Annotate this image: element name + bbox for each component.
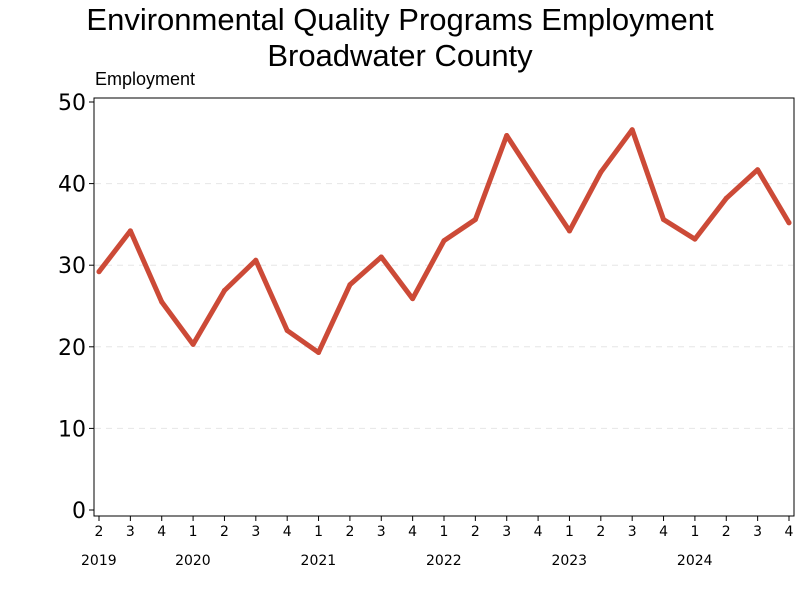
year-label: 2022 [426, 553, 462, 569]
data-point [159, 299, 165, 305]
data-point [692, 236, 698, 242]
y-axis-label: Employment [95, 69, 195, 89]
x-tick-label: 1 [314, 524, 323, 540]
data-point [410, 296, 416, 302]
data-point [441, 238, 447, 244]
x-tick-label: 3 [753, 524, 762, 540]
data-point [127, 228, 133, 234]
plot-frame [93, 97, 795, 517]
year-label: 2024 [677, 553, 713, 569]
data-point [316, 350, 322, 356]
y-tick-label: 40 [58, 173, 86, 198]
x-tick-label: 3 [251, 524, 260, 540]
x-tick-label: 4 [408, 524, 417, 540]
data-point [504, 132, 510, 138]
data-point [378, 254, 384, 260]
x-tick-label: 3 [126, 524, 135, 540]
y-tick-label: 30 [58, 254, 86, 279]
x-tick-label: 4 [283, 524, 292, 540]
y-tick-label: 50 [58, 91, 86, 116]
year-label: 2021 [301, 553, 337, 569]
x-tick-label: 1 [690, 524, 699, 540]
year-label: 2023 [551, 553, 587, 569]
x-tick-label: 1 [189, 524, 198, 540]
data-point [755, 167, 761, 173]
x-tick-label: 4 [534, 524, 543, 540]
x-tick-label: 4 [659, 524, 668, 540]
x-tick-label: 2 [471, 524, 480, 540]
x-tick-label: 2 [722, 524, 731, 540]
y-tick-label: 20 [58, 336, 86, 361]
y-tick-label: 0 [72, 499, 86, 524]
x-tick-label: 1 [565, 524, 574, 540]
data-point [629, 127, 635, 133]
x-tick-label: 3 [377, 524, 386, 540]
y-axis: 0 10 20 30 40 50 [58, 91, 94, 524]
data-point [566, 228, 572, 234]
series-employment [96, 127, 792, 356]
data-point [347, 282, 353, 288]
x-tick-label: 2 [345, 524, 354, 540]
x-tick-label: 3 [628, 524, 637, 540]
data-point [535, 181, 541, 187]
data-point [723, 195, 729, 201]
data-point [598, 169, 604, 175]
gridlines [95, 183, 793, 429]
year-label: 2019 [81, 553, 117, 569]
chart-title-line2: Broadwater County [267, 38, 533, 73]
x-axis: 2 3 4 1 2 3 4 1 2 3 4 1 2 3 4 1 2 3 4 1 2 3 4 2019 2020 2021 2022 2… [81, 516, 794, 569]
x-tick-label: 4 [157, 524, 166, 540]
data-point [472, 217, 478, 223]
data-point [221, 287, 227, 293]
data-point [190, 341, 196, 347]
x-tick-label: 2 [95, 524, 104, 540]
chart-title: Environmental Quality Programs Employmen… [0, 2, 800, 74]
data-point [661, 217, 667, 223]
year-label: 2020 [175, 553, 211, 569]
data-point [786, 220, 792, 226]
x-tick-label: 2 [220, 524, 229, 540]
x-tick-label: 4 [785, 524, 794, 540]
data-point [284, 327, 290, 333]
data-point [253, 257, 259, 263]
chart-title-line1: Environmental Quality Programs Employmen… [86, 2, 714, 37]
x-tick-label: 3 [502, 524, 511, 540]
data-point [96, 269, 102, 275]
y-tick-label: 10 [58, 417, 86, 442]
x-tick-label: 2 [596, 524, 605, 540]
x-tick-label: 1 [440, 524, 449, 540]
